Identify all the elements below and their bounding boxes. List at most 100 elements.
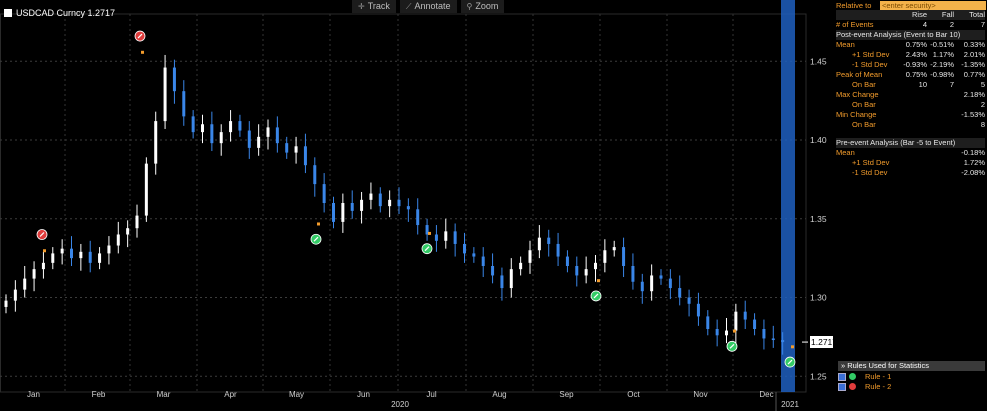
- candle-body: [584, 269, 588, 276]
- x-tick-label: Jan: [27, 390, 40, 399]
- rule-1-label: Rule - 1: [865, 372, 892, 381]
- candle-body: [172, 67, 176, 92]
- candle-body: [406, 206, 410, 210]
- rule-2-icon: [849, 383, 856, 390]
- pre-minus-sd-total: -2.08%: [961, 168, 985, 177]
- candle-body: [191, 116, 195, 133]
- on-bar-label-2: On Bar: [852, 100, 876, 109]
- candle-body: [640, 281, 644, 292]
- chart-area[interactable]: 1.45 1.40 1.35 1.30 1.25 Jan Feb Mar Apr May Jun Ju…: [0, 0, 838, 411]
- candle-body: [481, 256, 485, 266]
- track-label: Track: [367, 1, 390, 11]
- candle-body: [434, 234, 438, 241]
- rule-2-label: Rule - 2: [865, 382, 892, 391]
- pre-plus-sd-total: 1.72%: [963, 158, 985, 167]
- candle-body: [332, 203, 335, 222]
- candle-body: [781, 340, 785, 343]
- candle-body: [612, 247, 616, 251]
- candle-body: [341, 203, 345, 222]
- event-bar-tick: [733, 329, 736, 333]
- candle-body: [360, 199, 364, 211]
- candle-body: [23, 278, 27, 290]
- year-label: 2021: [781, 400, 799, 409]
- rule-event-glyph: [39, 232, 45, 237]
- candle-body: [425, 225, 429, 235]
- annotate-button[interactable]: ⟋ Annotate: [399, 0, 457, 13]
- candle-body: [32, 269, 36, 279]
- plus-sd-rise: 2.43%: [905, 50, 927, 59]
- candle-body: [725, 330, 728, 336]
- on-bar-rise-1: 10: [918, 80, 927, 89]
- x-tick-label: Jun: [357, 390, 370, 399]
- on-bar-row-3: On Bar 8: [836, 120, 985, 130]
- candle-body: [678, 288, 682, 298]
- candle-body: [537, 237, 541, 251]
- candle-body: [762, 329, 766, 339]
- event-highlight-band: [781, 0, 795, 392]
- candle-body: [650, 275, 654, 292]
- pre-plus-sd-label: +1 Std Dev: [852, 158, 890, 167]
- candle-body: [88, 251, 92, 263]
- candle-body: [257, 136, 261, 148]
- relative-to-input[interactable]: <enter security>: [880, 1, 986, 10]
- rule-2-checkbox[interactable]: [838, 382, 846, 391]
- candle-body: [472, 253, 476, 257]
- rule-event-glyph: [313, 236, 319, 242]
- candle-body: [51, 253, 55, 263]
- chevron-double-icon: »: [841, 361, 846, 370]
- event-bar-tick: [597, 279, 600, 283]
- x-tick-label: Feb: [92, 390, 106, 399]
- minus-sd-total: -1.35%: [961, 60, 985, 69]
- peak-mean-fall: -0.98%: [930, 70, 954, 79]
- candle-body: [247, 130, 251, 148]
- magnifier-icon: ⚲: [466, 2, 473, 11]
- rules-header[interactable]: » Rules Used for Statistics: [838, 361, 985, 371]
- candle-body: [622, 247, 626, 266]
- event-bar-tick: [428, 231, 431, 235]
- x-tick-label: May: [289, 390, 304, 399]
- candle-body: [547, 237, 551, 244]
- year-label: 2020: [391, 400, 409, 409]
- x-tick-label: Mar: [157, 390, 171, 399]
- candle-body: [285, 143, 289, 153]
- col-fall: Fall: [941, 10, 954, 19]
- candle-body: [668, 278, 672, 289]
- candle-body: [556, 243, 560, 257]
- candle-body: [453, 231, 457, 244]
- col-rise: Rise: [911, 10, 927, 19]
- x-tick-label: Sep: [559, 390, 574, 399]
- candle-body: [771, 338, 775, 341]
- rule-1-checkbox[interactable]: [838, 372, 846, 381]
- zoom-button[interactable]: ⚲ Zoom: [460, 0, 505, 13]
- price-chart[interactable]: 1.45 1.40 1.35 1.30 1.25 Jan Feb Mar Apr May Jun Ju…: [0, 0, 833, 411]
- candle-body: [60, 248, 64, 254]
- candle-body: [313, 165, 317, 185]
- candle-body: [322, 184, 326, 203]
- event-bar-tick: [791, 345, 794, 349]
- candle-body: [350, 203, 354, 211]
- candle-body: [135, 215, 139, 229]
- candle-body: [369, 193, 373, 200]
- minus-sd-rise: -0.93%: [903, 60, 927, 69]
- candle-body: [743, 311, 747, 320]
- on-bar-fall-1: 7: [949, 80, 954, 89]
- chart-toolbar: ✛ Track ⟋ Annotate ⚲ Zoom: [352, 0, 505, 13]
- candle-body: [416, 209, 420, 226]
- on-bar-total-3: 8: [980, 120, 985, 129]
- peak-mean-rise: 0.75%: [905, 70, 927, 79]
- x-tick-label: Aug: [492, 390, 506, 399]
- candle-body: [687, 297, 691, 304]
- rule-item-1[interactable]: Rule - 1: [838, 372, 891, 381]
- mean-row: Mean 0.75% -0.51% 0.33%: [836, 40, 985, 50]
- max-change-row: Max Change 2.18%: [836, 90, 985, 100]
- candle-body: [631, 266, 635, 282]
- y-tick-label: 1.25: [810, 371, 827, 381]
- pre-mean-label: Mean: [836, 148, 855, 157]
- track-button[interactable]: ✛ Track: [352, 0, 396, 13]
- candle-body: [229, 121, 233, 133]
- candle-body: [79, 251, 83, 259]
- candle-body: [201, 124, 204, 133]
- legend-swatch: [4, 9, 12, 17]
- rule-item-2[interactable]: Rule - 2: [838, 382, 891, 391]
- candle-body: [219, 132, 223, 144]
